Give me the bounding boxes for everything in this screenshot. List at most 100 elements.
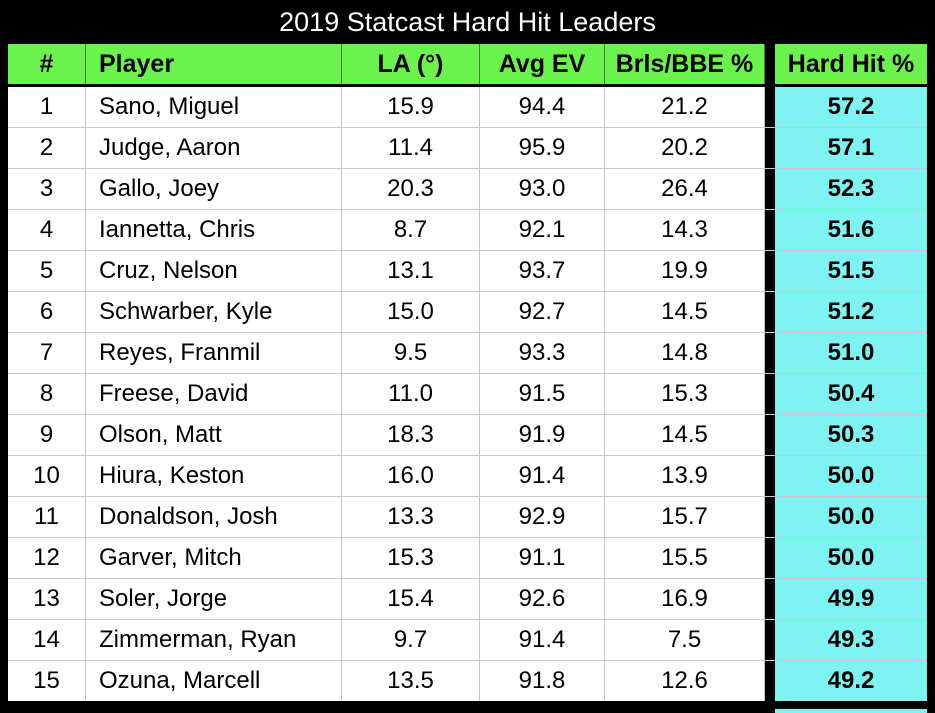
- player-cell: Cruz, Nelson: [86, 251, 342, 291]
- hard-hit-cell: 51.5: [765, 251, 927, 291]
- la-cell: 8.7: [342, 210, 480, 250]
- rank-cell: 5: [8, 251, 86, 291]
- player-cell: Reyes, Franmil: [86, 333, 342, 373]
- la-cell: 20.3: [342, 169, 480, 209]
- avg-ev-cell: 91.4: [480, 456, 605, 496]
- rank-cell: 12: [8, 538, 86, 578]
- header-rank: #: [8, 44, 86, 84]
- avg-ev-cell: 95.9: [480, 128, 605, 168]
- player-cell: Zimmerman, Ryan: [86, 620, 342, 660]
- hard-hit-cell: 51.6: [765, 210, 927, 250]
- hard-hit-cell: 49.9: [765, 579, 927, 619]
- la-cell: 15.3: [342, 538, 480, 578]
- la-cell: 15.4: [342, 579, 480, 619]
- header-avg-ev: Avg EV: [480, 44, 605, 84]
- brls-bbe-cell: 16.9: [605, 579, 765, 619]
- rank-cell: 13: [8, 579, 86, 619]
- rank-cell: 3: [8, 169, 86, 209]
- table-row: 1 Sano, Miguel 15.9 94.4 21.2 57.2: [8, 87, 927, 128]
- brls-bbe-cell: 15.5: [605, 538, 765, 578]
- table-row: 2 Judge, Aaron 11.4 95.9 20.2 57.1: [8, 128, 927, 169]
- rank-cell: 14: [8, 620, 86, 660]
- brls-bbe-cell: 12.6: [605, 661, 765, 701]
- hard-hit-cell: 57.1: [765, 128, 927, 168]
- avg-ev-cell: 94.4: [480, 87, 605, 127]
- avg-ev-cell: 93.0: [480, 169, 605, 209]
- hard-hit-cell: 49.2: [765, 661, 927, 701]
- brls-bbe-cell: 26.4: [605, 169, 765, 209]
- player-cell: Sano, Miguel: [86, 87, 342, 127]
- avg-ev-cell: 92.9: [480, 497, 605, 537]
- rank-cell: 8: [8, 374, 86, 414]
- la-cell: 13.1: [342, 251, 480, 291]
- table-row: 9 Olson, Matt 18.3 91.9 14.5 50.3: [8, 415, 927, 456]
- player-cell: Gallo, Joey: [86, 169, 342, 209]
- table-row: 11 Donaldson, Josh 13.3 92.9 15.7 50.0: [8, 497, 927, 538]
- brls-bbe-cell: 7.5: [605, 620, 765, 660]
- avg-ev-cell: 92.7: [480, 292, 605, 332]
- hard-hit-cell: 50.0: [765, 538, 927, 578]
- bottom-black-bar: [0, 701, 935, 709]
- table-row: 4 Iannetta, Chris 8.7 92.1 14.3 51.6: [8, 210, 927, 251]
- la-cell: 9.7: [342, 620, 480, 660]
- rank-cell: 4: [8, 210, 86, 250]
- hard-hit-cell: 51.2: [765, 292, 927, 332]
- header-hard-hit: Hard Hit %: [765, 44, 927, 84]
- la-cell: 13.3: [342, 497, 480, 537]
- hard-hit-cell: 50.0: [765, 497, 927, 537]
- table-row: 7 Reyes, Franmil 9.5 93.3 14.8 51.0: [8, 333, 927, 374]
- table-row: 12 Garver, Mitch 15.3 91.1 15.5 50.0: [8, 538, 927, 579]
- player-cell: Olson, Matt: [86, 415, 342, 455]
- hard-hit-cell: 50.4: [765, 374, 927, 414]
- la-cell: 15.0: [342, 292, 480, 332]
- avg-ev-cell: 91.1: [480, 538, 605, 578]
- table-header-row: # Player LA (°) Avg EV Brls/BBE % Hard H…: [8, 44, 927, 87]
- rank-cell: 6: [8, 292, 86, 332]
- table-row: 15 Ozuna, Marcell 13.5 91.8 12.6 49.2: [8, 661, 927, 701]
- rank-cell: 15: [8, 661, 86, 701]
- hard-hit-cell: 52.3: [765, 169, 927, 209]
- brls-bbe-cell: 21.2: [605, 87, 765, 127]
- avg-ev-cell: 91.8: [480, 661, 605, 701]
- avg-ev-cell: 92.1: [480, 210, 605, 250]
- player-cell: Hiura, Keston: [86, 456, 342, 496]
- table-bottom-border: [0, 701, 935, 713]
- rank-cell: 2: [8, 128, 86, 168]
- player-cell: Soler, Jorge: [86, 579, 342, 619]
- avg-ev-cell: 93.3: [480, 333, 605, 373]
- rank-cell: 9: [8, 415, 86, 455]
- brls-bbe-cell: 13.9: [605, 456, 765, 496]
- highlight-column-tail: [765, 709, 927, 713]
- player-cell: Iannetta, Chris: [86, 210, 342, 250]
- rank-cell: 1: [8, 87, 86, 127]
- brls-bbe-cell: 14.8: [605, 333, 765, 373]
- la-cell: 13.5: [342, 661, 480, 701]
- brls-bbe-cell: 14.3: [605, 210, 765, 250]
- la-cell: 9.5: [342, 333, 480, 373]
- table-row: 6 Schwarber, Kyle 15.0 92.7 14.5 51.2: [8, 292, 927, 333]
- avg-ev-cell: 91.4: [480, 620, 605, 660]
- player-cell: Garver, Mitch: [86, 538, 342, 578]
- la-cell: 15.9: [342, 87, 480, 127]
- table-row: 8 Freese, David 11.0 91.5 15.3 50.4: [8, 374, 927, 415]
- rank-cell: 11: [8, 497, 86, 537]
- stats-table: # Player LA (°) Avg EV Brls/BBE % Hard H…: [0, 44, 935, 713]
- player-cell: Schwarber, Kyle: [86, 292, 342, 332]
- hard-hit-cell: 50.3: [765, 415, 927, 455]
- player-cell: Judge, Aaron: [86, 128, 342, 168]
- brls-bbe-cell: 15.7: [605, 497, 765, 537]
- table-row: 5 Cruz, Nelson 13.1 93.7 19.9 51.5: [8, 251, 927, 292]
- hard-hit-cell: 49.3: [765, 620, 927, 660]
- table-row: 13 Soler, Jorge 15.4 92.6 16.9 49.9: [8, 579, 927, 620]
- table-row: 14 Zimmerman, Ryan 9.7 91.4 7.5 49.3: [8, 620, 927, 661]
- rank-cell: 10: [8, 456, 86, 496]
- la-cell: 16.0: [342, 456, 480, 496]
- player-cell: Freese, David: [86, 374, 342, 414]
- brls-bbe-cell: 14.5: [605, 292, 765, 332]
- header-player: Player: [86, 44, 342, 84]
- header-brls-bbe: Brls/BBE %: [605, 44, 765, 84]
- brls-bbe-cell: 14.5: [605, 415, 765, 455]
- brls-bbe-cell: 19.9: [605, 251, 765, 291]
- avg-ev-cell: 92.6: [480, 579, 605, 619]
- hard-hit-cell: 50.0: [765, 456, 927, 496]
